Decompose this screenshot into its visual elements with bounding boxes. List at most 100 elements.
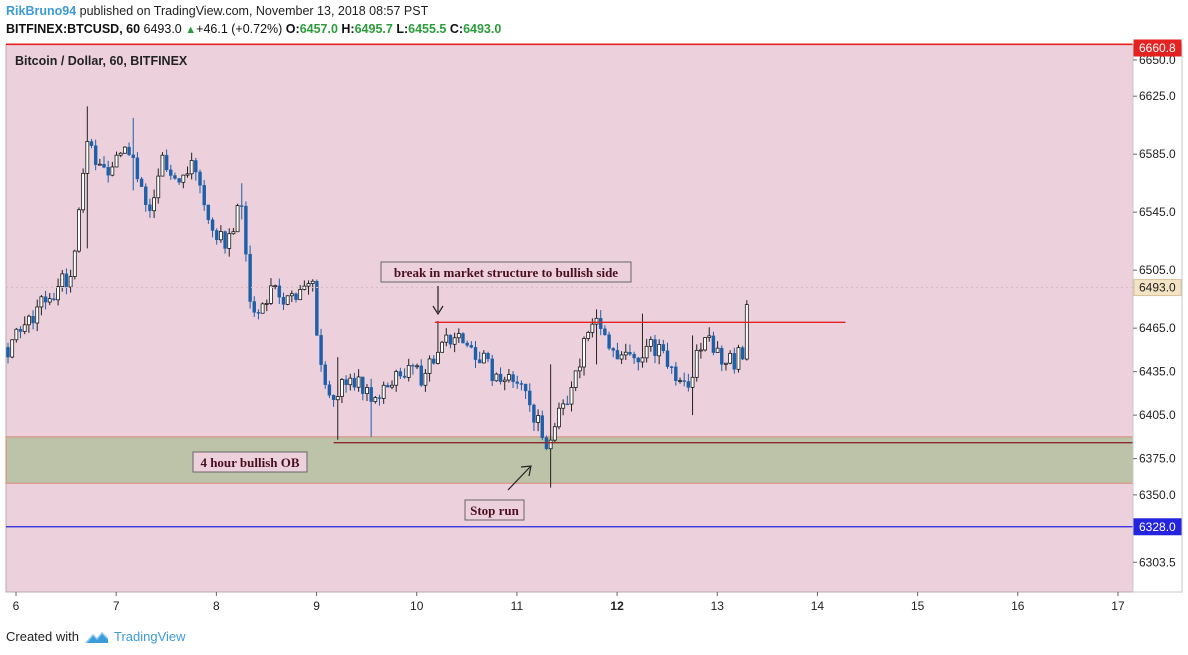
tradingview-link[interactable]: TradingView xyxy=(85,629,186,644)
candle-up xyxy=(502,379,507,383)
candle-up xyxy=(306,283,311,287)
candle-up xyxy=(590,323,595,333)
plot-area[interactable] xyxy=(5,43,1134,593)
price-tag-red: 6660.8 xyxy=(1133,39,1182,57)
candle-up xyxy=(406,365,411,378)
candle-up xyxy=(703,337,707,351)
y-tick-label: 6585.0 xyxy=(1139,147,1176,161)
candle-down xyxy=(369,387,373,402)
candle-up xyxy=(302,285,307,290)
candle-up xyxy=(494,373,499,382)
price-tag-label: 6660.8 xyxy=(1139,41,1176,55)
candle-down xyxy=(490,358,494,381)
candle-down xyxy=(686,381,691,388)
candle-down xyxy=(461,333,465,344)
candle-down xyxy=(386,385,390,388)
candle-down xyxy=(319,335,323,365)
candle-up xyxy=(260,303,265,314)
ohlc-line: BITFINEX:BTCUSD, 60 6493.0 ▲+46.1 (+0.72… xyxy=(6,22,501,36)
candle-down xyxy=(6,347,10,358)
high-label: H: xyxy=(341,22,355,36)
candle-up xyxy=(235,205,240,233)
candle-down xyxy=(210,219,215,231)
candle-down xyxy=(244,205,248,255)
price-tag-box xyxy=(1133,518,1182,536)
candle-down xyxy=(173,175,177,179)
candle-down xyxy=(611,348,615,351)
candle-up xyxy=(56,286,60,301)
candle-up xyxy=(707,335,712,338)
author-name[interactable]: RikBruno94 xyxy=(6,4,77,18)
candle-up xyxy=(60,273,65,287)
candle-down xyxy=(674,366,678,381)
candle-up xyxy=(185,173,190,176)
ob-note-box xyxy=(192,451,308,473)
y-tick-label: 6505.0 xyxy=(1139,263,1176,277)
candle-down xyxy=(139,178,144,188)
candle-up xyxy=(356,376,361,388)
candle-up xyxy=(648,339,653,347)
y-tick-label: 6350.0 xyxy=(1139,488,1176,502)
candle-up xyxy=(736,347,741,370)
candle-up xyxy=(14,328,19,341)
x-tick-label: 14 xyxy=(811,599,825,613)
candle-down xyxy=(52,298,56,301)
candle-up xyxy=(536,415,541,423)
candle-down xyxy=(661,344,666,351)
candle-down xyxy=(294,293,298,300)
candle-up xyxy=(365,387,369,395)
candle-up xyxy=(456,333,461,339)
candle-up xyxy=(644,345,649,359)
candle-down xyxy=(632,354,636,359)
candle-up xyxy=(218,231,223,241)
y-tick-label: 6625.0 xyxy=(1139,89,1176,103)
candle-up xyxy=(160,154,165,177)
candle-up xyxy=(619,354,624,360)
candle-up xyxy=(440,341,445,353)
candle-up xyxy=(557,407,561,428)
candle-up xyxy=(181,174,186,183)
candle-up xyxy=(577,366,582,372)
x-tick-label: 11 xyxy=(511,599,524,613)
candle-up xyxy=(444,334,449,343)
candle-down xyxy=(682,380,686,382)
created-with-text: Created with xyxy=(6,629,79,644)
candle-down xyxy=(327,384,332,396)
x-tick-label: 10 xyxy=(410,599,424,613)
candle-down xyxy=(599,318,603,329)
candle-up xyxy=(744,304,749,360)
ob-zone-rect xyxy=(5,436,1134,484)
candle-up xyxy=(678,380,682,382)
candle-up xyxy=(594,317,599,325)
x-tick-label: 12 xyxy=(610,599,624,613)
candle-up xyxy=(10,339,15,358)
candle-up xyxy=(189,160,194,175)
candle-down xyxy=(669,366,674,368)
candle-down xyxy=(64,273,69,288)
candle-up xyxy=(623,351,628,356)
price-axis xyxy=(1132,43,1183,593)
candle-up xyxy=(298,289,303,301)
footer: Created with TradingView xyxy=(6,629,186,644)
candle-up xyxy=(390,384,394,388)
candle-up xyxy=(231,231,236,235)
candle-up xyxy=(68,276,73,288)
stop-run-note: Stop run xyxy=(464,499,525,521)
price-tag-light: 6493.0 xyxy=(1133,279,1182,297)
candle-down xyxy=(477,359,482,364)
candle-down xyxy=(486,353,490,360)
candles-group xyxy=(6,106,749,488)
stop-arrow-head xyxy=(520,465,532,477)
up-arrow-icon: ▲ xyxy=(185,24,197,36)
candle-down xyxy=(131,154,135,158)
candle-down xyxy=(106,167,110,176)
candle-down xyxy=(511,374,515,383)
candle-up xyxy=(582,338,586,368)
stop-run-note-text: Stop run xyxy=(470,503,520,518)
symbol-label: BITFINEX:BTCUSD, 60 xyxy=(6,22,141,36)
candle-up xyxy=(694,349,699,378)
ob-note: 4 hour bullish OB xyxy=(192,451,308,473)
chart-title: Bitcoin / Dollar, 60, BITFINEX xyxy=(15,54,188,68)
candle-up xyxy=(285,295,290,305)
